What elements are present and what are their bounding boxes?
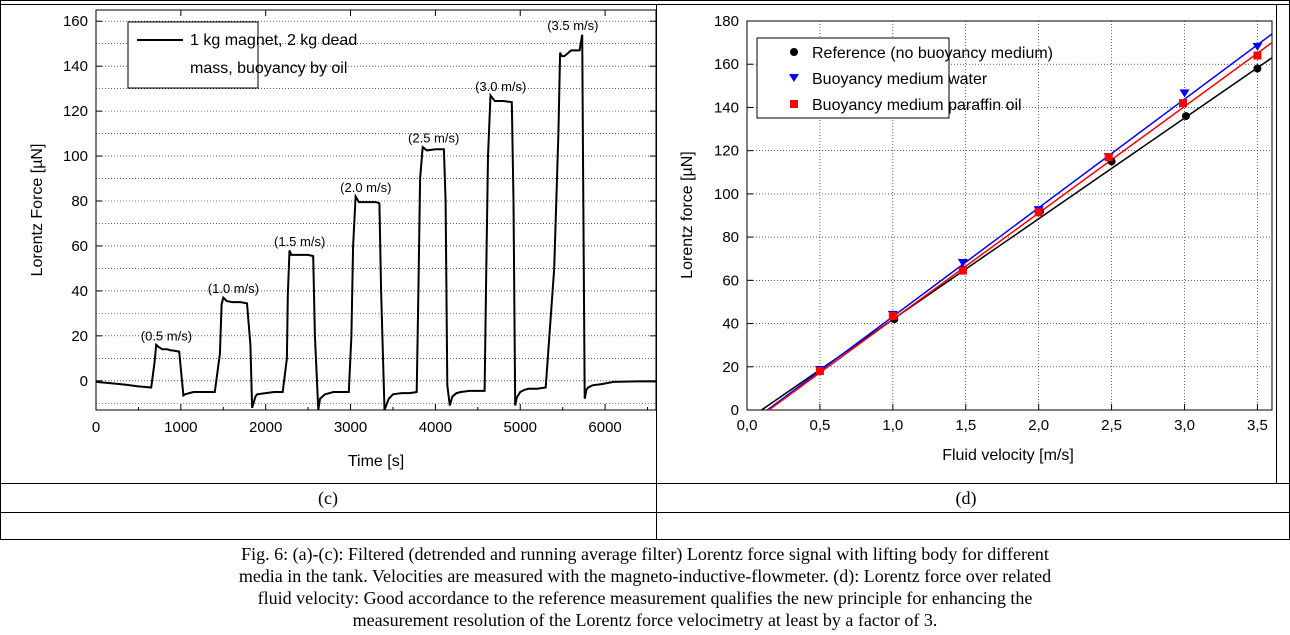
data-point: [1252, 42, 1263, 51]
legend-marker-water: [789, 74, 799, 82]
y-tick-label: 120: [714, 143, 739, 160]
y-tick-label: 40: [71, 283, 88, 300]
x-tick-label: 2000: [249, 419, 282, 436]
time-series-chart: 0 20 40 60 80 100 120 140 160 0 1000 2000 3000 4000 50…: [29, 9, 657, 470]
velocity-annotation: (3.5 m/s): [547, 18, 598, 33]
y-tick-label: 0: [731, 402, 739, 419]
x-tick-label: 6000: [588, 419, 621, 436]
fit-line: [766, 33, 1273, 411]
legend: Reference (no buoyancy medium) Buoyancy …: [756, 37, 1053, 119]
panel-label-d: (d): [956, 488, 977, 509]
data-points: [814, 42, 1263, 376]
series-line: [95, 34, 657, 411]
legend-marker-oil: [790, 100, 798, 108]
legend: 1 kg magnet, 2 kg dead mass, buoyancy by…: [127, 21, 357, 89]
x-tick-label: 2,5: [1101, 417, 1122, 434]
x-tick-label: 1000: [164, 419, 197, 436]
data-point: [957, 259, 968, 268]
x-tick-label: 0,0: [737, 417, 758, 434]
velocity-annotations: (0.5 m/s) (1.0 m/s) (1.5 m/s) (2.0 m/s) (2.5…: [141, 18, 599, 343]
velocity-annotation: (1.0 m/s): [208, 281, 259, 296]
legend-entry-reference: Reference (no buoyancy medium): [812, 45, 1053, 62]
x-tick-label: 3,5: [1247, 417, 1268, 434]
velocity-annotation: (1.5 m/s): [274, 234, 325, 249]
legend-box: [127, 21, 259, 89]
y-tick-label: 120: [63, 103, 88, 120]
x-tick-label: 3,0: [1174, 417, 1195, 434]
legend-entry-line2: mass, buoyancy by oil: [190, 60, 347, 77]
x-tick-label: 0,5: [809, 417, 830, 434]
y-tick-label: 20: [71, 328, 88, 345]
legend-marker-reference: [790, 48, 798, 56]
figure-caption: Fig. 6: (a)-(c): Filtered (detrended and…: [0, 540, 1290, 635]
caption-line-2: media in the tank. Velocities are measur…: [238, 566, 1052, 586]
y-axis-label: Lorentz force [µN]: [679, 151, 696, 279]
panel-label-c: (c): [318, 488, 338, 509]
plot-area: [746, 20, 1273, 411]
y-tick-label: 140: [63, 58, 88, 75]
caption-line-1: Fig. 6: (a)-(c): Filtered (detrended and…: [241, 544, 1049, 564]
x-tick-label: 0: [92, 419, 100, 436]
y-tick-label: 20: [722, 359, 739, 376]
y-axis-label: Lorentz Force [µN]: [29, 144, 46, 277]
velocity-annotation: (0.5 m/s): [141, 328, 192, 343]
y-tick-label: 160: [63, 13, 88, 30]
x-tick-label: 4000: [419, 419, 452, 436]
data-point: [1179, 99, 1188, 108]
velocity-annotation: (2.0 m/s): [340, 180, 391, 195]
legend-entry-water: Buoyancy medium water: [812, 71, 988, 88]
x-tick-label: 2,0: [1028, 417, 1049, 434]
data-point: [1181, 112, 1190, 121]
velocity-annotation: (3.0 m/s): [475, 79, 526, 94]
force-velocity-chart: 0 20 40 60 80 100 120 140 160 180 0,0 0,5 1,0 1,5 2,0 2…: [679, 13, 1273, 464]
y-tick-label: 80: [722, 229, 739, 246]
y-tick-label: 60: [71, 238, 88, 255]
caption-line-3: fluid velocity: Good accordance to the r…: [257, 588, 1033, 608]
legend-entry-line1: 1 kg magnet, 2 kg dead: [190, 32, 357, 49]
legend-box: [756, 37, 950, 119]
y-tick-label: 160: [714, 56, 739, 73]
data-point: [1253, 51, 1262, 60]
y-tick-label: 0: [80, 373, 88, 390]
x-tick-label: 3000: [334, 419, 367, 436]
caption-line-4: measurement resolution of the Lorentz fo…: [352, 610, 938, 630]
y-tick-label: 60: [722, 272, 739, 289]
data-point: [888, 311, 897, 320]
data-point: [815, 367, 824, 376]
data-point: [1034, 208, 1043, 217]
grid-lines: [96, 20, 656, 404]
x-axis-label: Fluid velocity [m/s]: [942, 447, 1074, 464]
fit-line: [768, 42, 1273, 411]
velocity-annotation: (2.5 m/s): [408, 131, 459, 146]
x-tick-label: 1,5: [955, 417, 976, 434]
data-point: [1179, 89, 1190, 98]
y-tick-label: 40: [722, 316, 739, 333]
y-tick-label: 80: [71, 193, 88, 210]
x-axis-label: Time [s]: [348, 453, 404, 470]
y-tick-label: 180: [714, 13, 739, 30]
data-point: [1253, 64, 1262, 73]
y-tick-label: 140: [714, 99, 739, 116]
legend-entry-oil: Buoyancy medium paraffin oil: [812, 97, 1022, 114]
x-tick-label: 5000: [504, 419, 537, 436]
y-tick-label: 100: [714, 186, 739, 203]
axis-ticks: 0 20 40 60 80 100 120 140 160 0 1000 2000 3000 4000 50…: [63, 10, 656, 436]
data-point: [1104, 153, 1113, 162]
x-tick-label: 1,0: [882, 417, 903, 434]
data-point: [958, 266, 967, 275]
axis-ticks: 0 20 40 60 80 100 120 140 160 180 0,0 0,5 1,0 1,5 2,0 2…: [714, 13, 1268, 434]
plot-area: [95, 9, 657, 411]
y-tick-label: 100: [63, 148, 88, 165]
